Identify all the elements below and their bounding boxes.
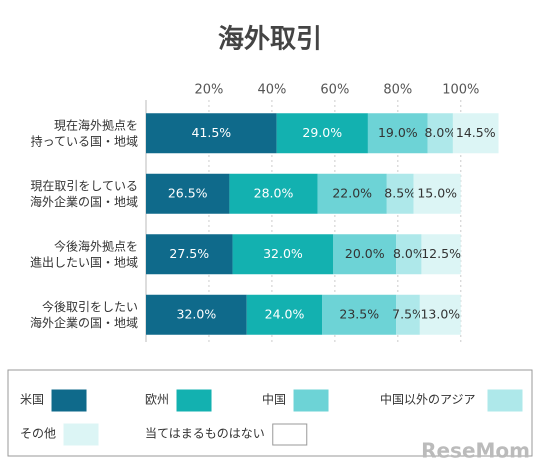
data-label: 24.0%	[265, 306, 305, 321]
y-tick-label-line: 今後海外拠点を	[54, 238, 138, 253]
y-tick-label-line: 今後取引をしたい	[42, 298, 138, 313]
bar-segment	[427, 113, 453, 154]
y-tick-label: 今後取引をしたい海外企業の国・地域	[30, 298, 138, 329]
y-tick-label-line: 現在海外拠点を	[54, 117, 138, 132]
bar-segment	[386, 173, 414, 214]
bar-segment	[322, 294, 397, 335]
data-label: 41.5%	[191, 125, 231, 140]
legend-box	[7, 369, 533, 457]
data-label: 29.0%	[302, 125, 342, 140]
data-label: 32.0%	[177, 306, 217, 321]
y-tick-label-line: 海外企業の国・地域	[30, 193, 138, 208]
legend-label: その他	[20, 427, 56, 441]
bar-segment	[421, 234, 461, 275]
data-label: 27.5%	[169, 246, 209, 261]
data-label: 32.0%	[263, 246, 303, 261]
y-tick-label: 現在取引をしている海外企業の国・地域	[30, 178, 138, 208]
data-label: 8.0%	[424, 125, 456, 140]
data-label: 20.0%	[345, 246, 385, 261]
watermark: ReseMom	[421, 439, 530, 463]
bar-segment	[229, 173, 318, 214]
bar-segment	[146, 113, 277, 154]
legend-swatch	[272, 423, 308, 446]
data-label: 19.0%	[378, 125, 418, 140]
legend-swatch	[293, 389, 329, 412]
bar-segment	[246, 294, 323, 335]
data-label: 8.5%	[384, 185, 416, 200]
y-tick-label-line: 海外企業の国・地域	[30, 314, 138, 329]
y-tick-label: 現在海外拠点を持っている国・地域	[31, 117, 138, 148]
x-tick-label: 80%	[383, 83, 412, 98]
data-label: 26.5%	[168, 185, 208, 200]
legend-label: 米国	[20, 393, 44, 407]
chart-title: 海外取引	[218, 25, 322, 55]
bar-segment	[413, 173, 461, 214]
legend-label: 中国	[262, 392, 286, 407]
bar-segment	[419, 294, 461, 335]
data-label: 12.5%	[421, 246, 461, 261]
data-label: 15.0%	[417, 185, 457, 200]
data-label: 14.5%	[456, 125, 496, 140]
legend-label: 中国以外のアジア	[380, 392, 476, 407]
bar-segment	[367, 113, 428, 154]
data-label: 13.0%	[420, 306, 460, 321]
bar-segment	[333, 234, 397, 275]
x-tick-label: 40%	[257, 83, 286, 98]
data-label: 23.5%	[339, 306, 379, 321]
bar-segment	[317, 173, 387, 214]
data-label: 8.0%	[393, 246, 425, 261]
data-label: 28.0%	[254, 185, 294, 200]
x-tick-label: 20%	[195, 83, 224, 98]
data-label: 22.0%	[332, 185, 372, 200]
legend-swatch	[487, 389, 523, 412]
legend-label: 当てはまるものはない	[145, 427, 265, 441]
bar-segment	[146, 294, 247, 335]
data-label: 7.5%	[392, 306, 424, 321]
x-tick-label: 100%	[442, 83, 479, 98]
bar-segment	[232, 234, 334, 275]
legend-swatch	[63, 423, 99, 446]
bar-segment	[452, 113, 499, 154]
legend-swatch	[176, 389, 212, 412]
bar-segment	[146, 234, 233, 275]
legend-label: 欧州	[145, 393, 169, 407]
bar-segment	[146, 173, 230, 214]
bar-segment	[276, 113, 368, 154]
y-tick-label-line: 現在取引をしている	[30, 178, 138, 192]
y-tick-label-line: 進出したい国・地域	[30, 255, 138, 269]
bar-segment	[396, 234, 422, 275]
x-tick-label: 60%	[320, 83, 349, 98]
y-tick-label-line: 持っている国・地域	[31, 133, 138, 148]
legend-swatch	[51, 389, 87, 412]
y-tick-label: 今後海外拠点を進出したい国・地域	[30, 238, 138, 269]
bar-segment	[396, 294, 420, 335]
